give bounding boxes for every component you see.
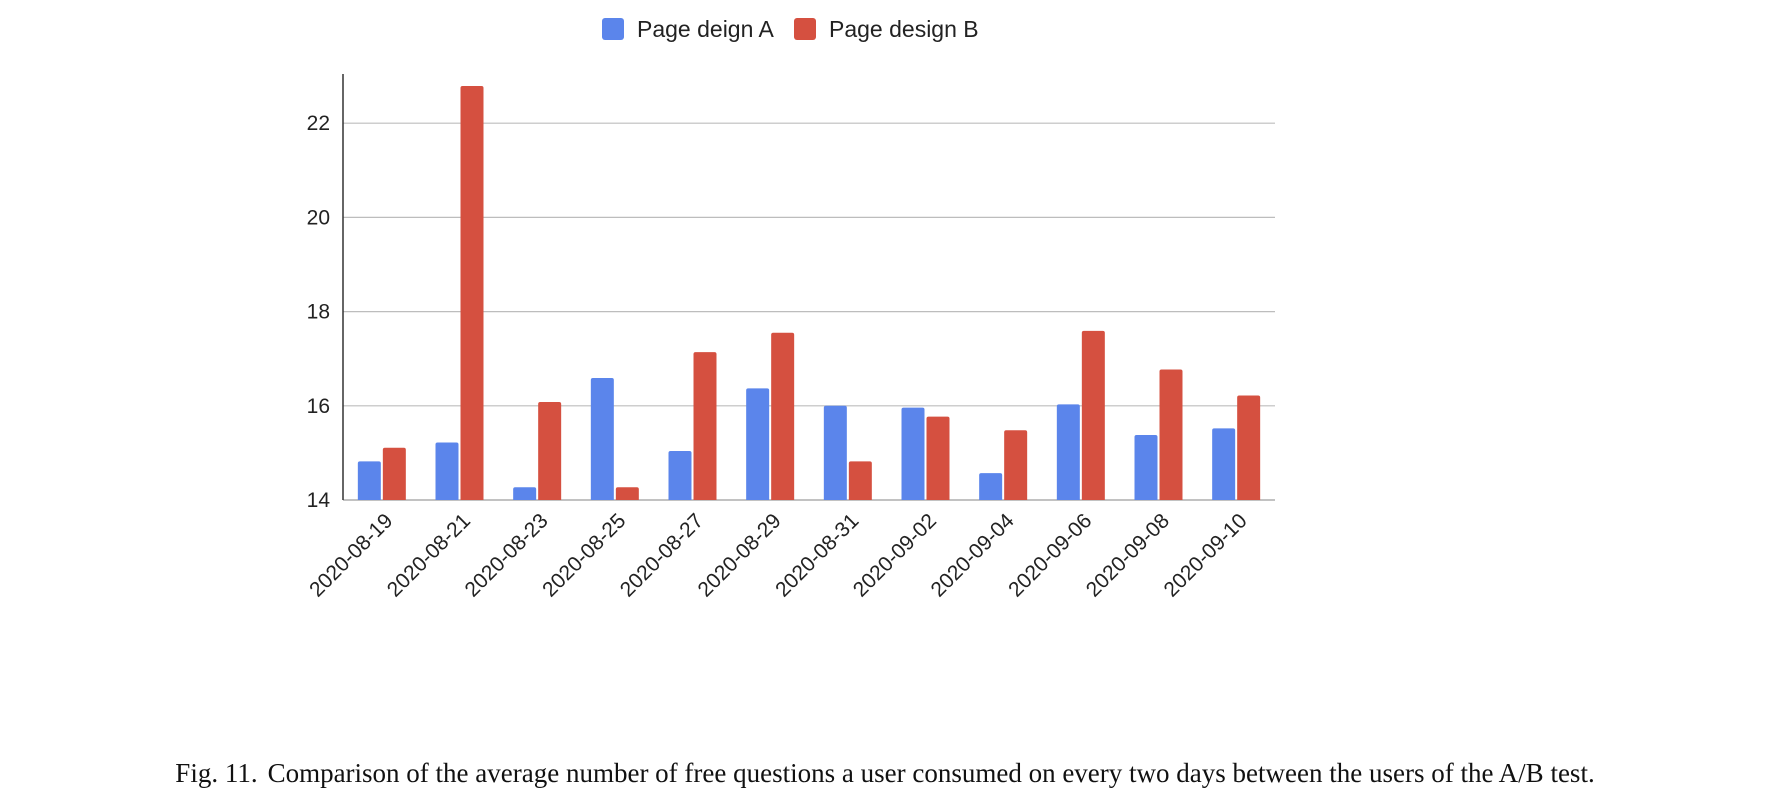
x-tick-label: 2020-09-04 — [926, 509, 1018, 601]
x-tick-label: 2020-09-02 — [849, 509, 941, 601]
chart-legend: Page deign A Page design B — [602, 16, 979, 42]
x-tick-label: 2020-08-29 — [693, 509, 785, 601]
legend-label: Page design B — [829, 16, 979, 42]
bar-page-design-a — [823, 405, 847, 500]
y-tick-label: 14 — [307, 489, 331, 512]
bar-page-design-a — [590, 378, 614, 500]
bar-page-design-a — [513, 487, 537, 500]
bar-page-design-b — [615, 487, 639, 500]
bar-page-design-a — [435, 442, 459, 500]
x-tick-label: 2020-09-10 — [1159, 509, 1251, 601]
y-tick-label: 20 — [307, 206, 330, 229]
bar-page-design-b — [460, 85, 484, 500]
gridlines — [343, 122, 1275, 501]
legend-swatch — [794, 18, 816, 40]
x-tick-label: 2020-08-19 — [305, 509, 397, 601]
bar-page-design-a — [1212, 428, 1236, 500]
bar-page-design-b — [538, 402, 562, 500]
bar-page-design-b — [1159, 369, 1183, 500]
bar-page-design-b — [693, 352, 717, 500]
bar-page-design-b — [1004, 430, 1028, 500]
bar-page-design-a — [668, 451, 692, 500]
x-tick-label: 2020-09-06 — [1004, 509, 1096, 601]
legend-swatch — [602, 18, 624, 40]
x-tick-label: 2020-08-25 — [538, 509, 630, 601]
x-tick-label: 2020-08-21 — [383, 509, 475, 601]
bar-page-design-a — [1134, 435, 1158, 500]
bar-page-design-b — [926, 416, 950, 500]
bars — [357, 85, 1261, 500]
bar-page-design-a — [746, 388, 770, 500]
y-axis-ticks: 14 16 18 20 22 — [307, 112, 331, 512]
figure-number: Fig. 11. — [175, 758, 258, 788]
bar-page-design-b — [771, 332, 795, 500]
bar-page-design-a — [1056, 404, 1080, 500]
bar-page-design-b — [382, 447, 406, 500]
legend-label: Page deign A — [637, 16, 775, 42]
x-tick-label: 2020-08-31 — [771, 509, 863, 601]
x-tick-label: 2020-08-27 — [616, 509, 708, 601]
bar-page-design-a — [357, 461, 381, 500]
bar-page-design-b — [848, 461, 872, 500]
bar-page-design-b — [1237, 395, 1261, 500]
x-tick-label: 2020-08-23 — [460, 509, 552, 601]
figure-caption: Fig. 11. Comparison of the average number… — [0, 758, 1770, 789]
x-axis-ticks: 2020-08-192020-08-212020-08-232020-08-25… — [305, 509, 1252, 601]
y-tick-label: 16 — [307, 395, 330, 418]
y-tick-label: 18 — [307, 301, 330, 324]
bar-page-design-a — [901, 407, 925, 500]
y-tick-label: 22 — [307, 112, 330, 135]
bar-page-design-a — [979, 473, 1003, 500]
figure-caption-text: Comparison of the average number of free… — [267, 758, 1595, 788]
x-tick-label: 2020-09-08 — [1082, 509, 1174, 601]
bar-page-design-b — [1081, 330, 1105, 500]
